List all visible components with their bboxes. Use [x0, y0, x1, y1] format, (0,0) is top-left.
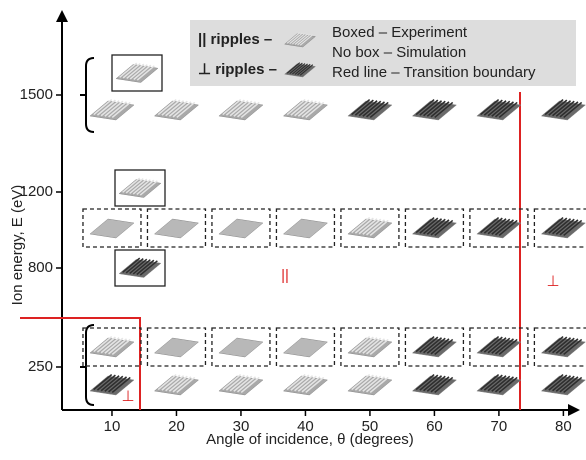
region-label: ||: [281, 267, 289, 284]
region-label: ⊥: [121, 388, 134, 405]
x-tick-label: 80: [555, 418, 572, 435]
x-tick-label: 10: [104, 418, 121, 435]
y-tick-label: 1200: [20, 183, 53, 200]
thumbnail: [219, 219, 263, 238]
page: || ripples – ⊥ ripples – Boxed – Experim…: [0, 0, 586, 460]
legend-parallel: || ripples –: [198, 31, 272, 48]
arrow: [568, 404, 580, 416]
thumbnail: [154, 219, 198, 238]
y-tick-label: 250: [28, 358, 53, 375]
legend-line: No box – Simulation: [332, 44, 466, 61]
arrow: [56, 10, 68, 22]
region-label: ⊥: [546, 273, 559, 290]
x-tick-label: 50: [362, 418, 379, 435]
x-tick-label: 30: [233, 418, 250, 435]
x-tick-label: 60: [426, 418, 443, 435]
thumbnail: [219, 338, 263, 357]
x-tick-label: 40: [297, 418, 314, 435]
chart: || ripples – ⊥ ripples – Boxed – Experim…: [0, 0, 586, 460]
y-axis-label: Ion energy, E (eV): [9, 185, 26, 306]
y-tick-label: 800: [28, 259, 53, 276]
legend-line: Boxed – Experiment: [332, 24, 468, 41]
thumbnail: [283, 219, 327, 238]
legend-line: Red line – Transition boundary: [332, 64, 536, 81]
y-tick-label: 1500: [20, 86, 53, 103]
x-tick-label: 20: [168, 418, 185, 435]
thumbnail: [283, 338, 327, 357]
x-tick-label: 70: [491, 418, 508, 435]
legend-perpendicular: ⊥ ripples –: [198, 61, 277, 78]
bracket: [86, 325, 94, 405]
thumbnail: [154, 338, 198, 357]
thumbnail: [90, 219, 134, 238]
bracket: [86, 58, 94, 132]
